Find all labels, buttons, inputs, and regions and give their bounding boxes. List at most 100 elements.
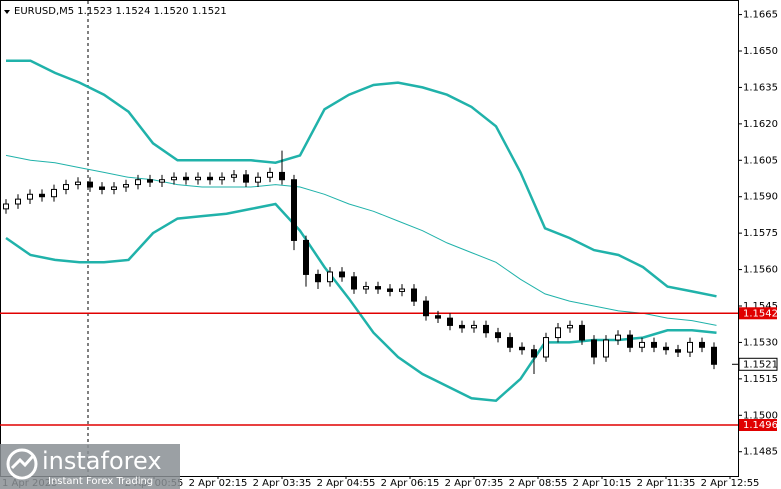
x-tick-label: 2 Apr 08:55 (509, 478, 568, 489)
candle-body (39, 193, 45, 198)
candle-body (207, 176, 213, 181)
x-tick-label: 2 Apr 06:15 (381, 478, 440, 489)
candle-body (483, 324, 489, 334)
candle-body (99, 186, 105, 190)
candle-body (507, 337, 513, 348)
candle-body (555, 327, 561, 339)
band-line (5, 202, 717, 402)
band-line (5, 154, 717, 326)
candle-body (291, 179, 297, 241)
y-tick-label: 1.1605 (743, 155, 778, 166)
candle-body (375, 286, 381, 290)
logo-icon-arrow (10, 455, 35, 470)
candle-body (327, 271, 333, 283)
candle-body (339, 271, 345, 278)
candle-body (435, 315, 441, 319)
band-line (6, 59, 717, 298)
candle-body (363, 286, 369, 290)
y-tick-label: 1.1665 (743, 10, 778, 21)
candle-body (267, 171, 273, 178)
candle-body (51, 188, 57, 198)
y-tick-label: 1.1620 (743, 119, 778, 130)
candle-body (279, 171, 285, 181)
candle-body (471, 324, 477, 329)
candle-body (135, 179, 141, 186)
candle-body (411, 288, 417, 302)
candle-body (27, 193, 33, 200)
x-tick-label: 2 Apr 10:15 (573, 478, 632, 489)
candle-body (15, 198, 21, 205)
y-tick-label: 1.1590 (743, 192, 778, 203)
candle-body (639, 341, 645, 348)
candle-body (123, 184, 129, 188)
candle-body (111, 186, 117, 190)
candle-body (567, 324, 573, 329)
x-tick-label: 2 Apr 07:35 (445, 478, 504, 489)
candle-body (687, 341, 693, 353)
y-tick-label: 1.1500 (743, 410, 778, 421)
last-price-tag (738, 357, 778, 371)
candle-body (171, 176, 177, 181)
header: EURUSD,M5 1.1523 1.1524 1.1520 1.1521 (14, 6, 227, 17)
candle-body (183, 176, 189, 181)
candle-body (219, 176, 225, 181)
candle-body (399, 288, 405, 292)
candle-body (387, 288, 393, 292)
y-tick-label: 1.1485 (743, 447, 778, 458)
level-tag (739, 419, 777, 431)
y-tick-label: 1.1545 (743, 301, 778, 312)
candle-body (675, 349, 681, 353)
last-price-label: 1.1521 (743, 359, 778, 370)
candle-body (459, 324, 465, 329)
x-tick-label: 2 Apr 12:55 (701, 478, 760, 489)
candle-body (195, 176, 201, 181)
y-tick-label: 1.1530 (743, 337, 778, 348)
candle-body (75, 181, 81, 186)
logo-tagline: Instant Forex Trading (48, 476, 153, 487)
candle-body (147, 179, 153, 183)
y-tick-label: 1.1635 (743, 82, 778, 93)
candle-body (663, 346, 669, 351)
candle-body (543, 337, 549, 358)
candle-body (63, 184, 69, 190)
logo-icon (6, 448, 38, 480)
level-tag (739, 307, 777, 320)
level-label: 1.1496 (743, 420, 778, 431)
x-tick-label: 2 Apr 11:35 (637, 478, 696, 489)
candle-body (495, 332, 501, 339)
candle-body (699, 341, 705, 348)
candle-body (243, 174, 249, 183)
candle-body (255, 176, 261, 183)
candle-body (591, 339, 597, 358)
candle-body (447, 317, 453, 326)
candle-body (87, 181, 93, 188)
header-arrow (4, 10, 10, 14)
candle-body (519, 346, 525, 351)
candle-body (603, 339, 609, 358)
x-tick-label: 2 Apr 02:15 (189, 478, 248, 489)
candle-body (711, 346, 717, 365)
x-tick-label: 2 Apr 03:35 (253, 478, 312, 489)
candle-body (651, 341, 657, 348)
y-tick-label: 1.1650 (743, 46, 778, 57)
candle-body (531, 349, 537, 358)
x-tick-label: 2 Apr 04:55 (317, 478, 376, 489)
candle-body (315, 273, 321, 283)
candle-body (351, 276, 357, 290)
logo-name: instaforex (42, 447, 162, 475)
candle-body (423, 300, 429, 317)
candle-body (231, 174, 237, 178)
candle-body (3, 203, 9, 210)
logo: instaforex Instant Forex Trading (0, 444, 180, 489)
candle-body (627, 334, 633, 348)
candle-body (159, 179, 165, 183)
y-tick-label: 1.1515 (743, 374, 778, 385)
candle-body (303, 239, 309, 275)
y-tick-label: 1.1560 (743, 265, 778, 276)
y-tick-label: 1.1575 (743, 228, 778, 239)
candle-body (615, 334, 621, 341)
candle-body (579, 324, 585, 341)
plot-frame (0, 0, 739, 477)
